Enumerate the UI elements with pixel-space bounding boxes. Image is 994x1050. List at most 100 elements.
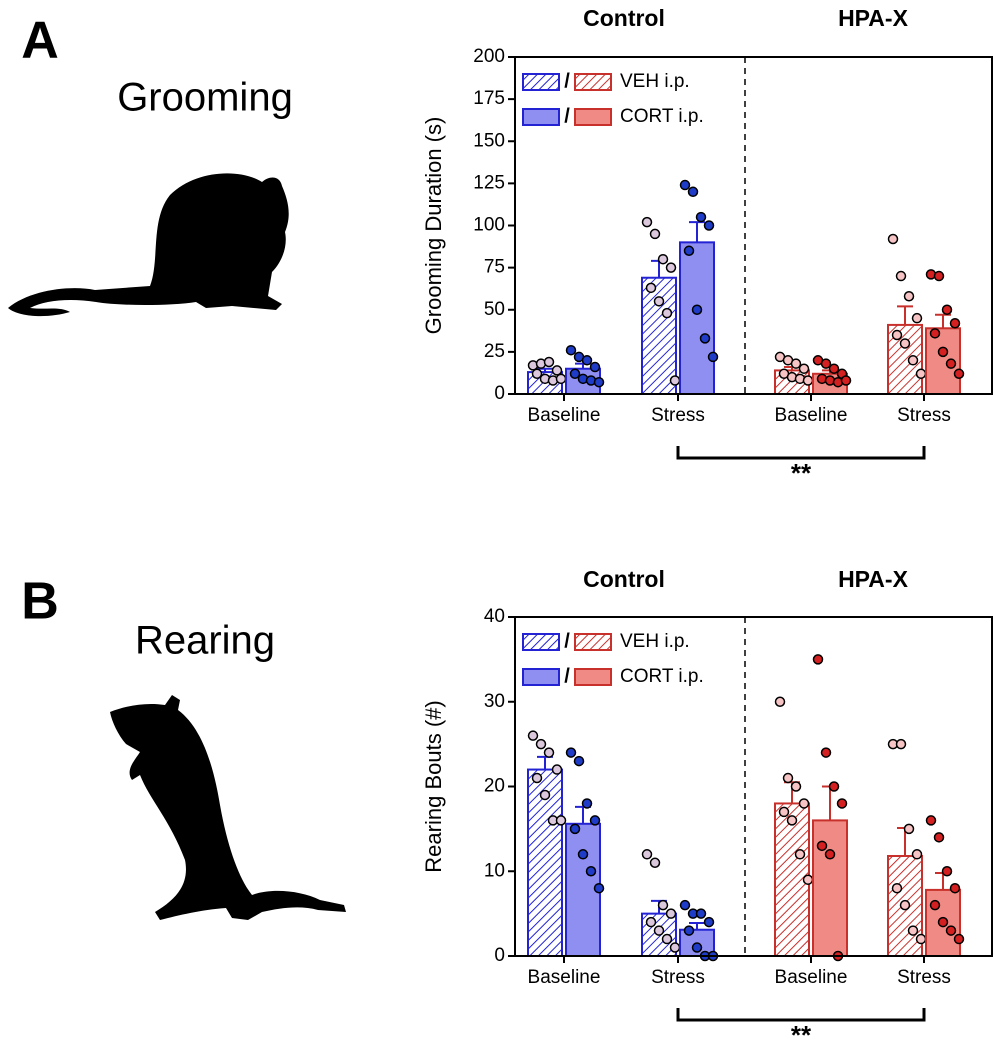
- y-tick-label: 100: [473, 215, 505, 236]
- legend-swatch: [574, 633, 612, 651]
- data-point: [649, 857, 661, 869]
- significance-label: **: [791, 458, 812, 488]
- bar: [679, 241, 715, 395]
- y-tick-label: 0: [494, 945, 505, 966]
- y-tick-label: 200: [473, 46, 505, 67]
- data-point: [535, 738, 547, 750]
- legend-swatch: [574, 668, 612, 686]
- data-point: [941, 866, 953, 877]
- x-tick-label: Baseline: [775, 405, 848, 426]
- x-tick-label: Baseline: [528, 405, 601, 426]
- error-bar: [689, 921, 705, 930]
- x-tick-label: Stress: [651, 405, 705, 426]
- data-point: [527, 730, 539, 741]
- data-point: [657, 253, 669, 265]
- data-point: [820, 747, 832, 758]
- rearing-rat-silhouette: [110, 695, 346, 920]
- legend-label: VEH i.p.: [620, 631, 690, 652]
- data-point: [945, 925, 957, 936]
- significance-label: **: [791, 1020, 812, 1050]
- data-point: [593, 882, 605, 894]
- data-point: [695, 211, 707, 223]
- data-point: [915, 933, 927, 945]
- data-point: [786, 815, 798, 826]
- data-point: [653, 296, 665, 307]
- data-point: [691, 942, 703, 953]
- data-point: [840, 375, 852, 386]
- panel-label: A: [21, 12, 59, 70]
- panel-title: Grooming: [117, 76, 293, 120]
- data-point: [703, 220, 715, 231]
- data-point: [555, 373, 567, 385]
- data-point: [657, 899, 669, 911]
- data-point: [782, 772, 794, 784]
- data-point: [585, 866, 597, 877]
- data-point: [798, 363, 810, 374]
- significance-bracket: [676, 1008, 926, 1022]
- error-bar: [575, 805, 591, 824]
- data-point: [929, 899, 941, 911]
- legend-swatch: [522, 668, 560, 686]
- group-label: Control: [583, 5, 665, 31]
- data-point: [665, 908, 677, 919]
- y-tick-label: 30: [484, 691, 505, 712]
- data-point: [551, 764, 563, 775]
- data-point: [907, 925, 919, 936]
- bar: [812, 819, 848, 958]
- data-point: [949, 882, 961, 894]
- data-point: [933, 270, 945, 282]
- y-tick-label: 50: [484, 299, 505, 320]
- data-point: [531, 368, 543, 380]
- data-point: [911, 849, 923, 860]
- data-point: [649, 228, 661, 240]
- legend-label: VEH i.p.: [620, 71, 690, 92]
- data-point: [798, 798, 810, 809]
- y-tick-label: 0: [494, 383, 505, 404]
- data-point: [531, 772, 543, 784]
- data-point: [794, 849, 806, 860]
- error-bar: [897, 305, 913, 325]
- data-point: [661, 933, 673, 945]
- data-point: [802, 874, 814, 885]
- bar: [641, 276, 677, 395]
- y-tick-label: 10: [484, 860, 505, 881]
- x-tick-label: Stress: [897, 405, 951, 426]
- data-point: [949, 317, 961, 329]
- data-point: [911, 312, 923, 324]
- data-point: [679, 179, 691, 191]
- data-point: [539, 789, 551, 801]
- data-point: [665, 262, 677, 273]
- error-bar: [689, 221, 705, 243]
- data-point: [820, 358, 832, 369]
- data-point: [828, 781, 840, 792]
- data-point: [593, 376, 605, 388]
- data-point: [653, 925, 665, 936]
- data-point: [589, 361, 601, 373]
- data-point: [707, 351, 719, 363]
- data-point: [790, 781, 802, 792]
- data-point: [915, 368, 927, 380]
- x-tick-label: Stress: [897, 967, 951, 988]
- data-point: [691, 304, 703, 315]
- data-point: [903, 291, 915, 302]
- data-point: [699, 333, 711, 344]
- y-tick-label: 175: [473, 88, 505, 109]
- grooming-rat-silhouette: [8, 173, 289, 317]
- data-point: [953, 368, 965, 380]
- data-point: [899, 899, 911, 911]
- data-point: [937, 916, 949, 928]
- data-point: [565, 344, 577, 356]
- data-point: [569, 823, 581, 835]
- data-point: [828, 363, 840, 374]
- x-tick-label: Baseline: [528, 967, 601, 988]
- x-tick-label: Baseline: [775, 967, 848, 988]
- data-point: [641, 849, 653, 860]
- error-bar: [537, 755, 553, 770]
- group-label: HPA-X: [838, 5, 909, 31]
- data-point: [645, 916, 657, 928]
- data-point: [645, 282, 657, 294]
- error-bar: [935, 313, 951, 329]
- legend-separator: /: [564, 70, 570, 92]
- data-point: [824, 849, 836, 860]
- panel-label: B: [21, 573, 59, 631]
